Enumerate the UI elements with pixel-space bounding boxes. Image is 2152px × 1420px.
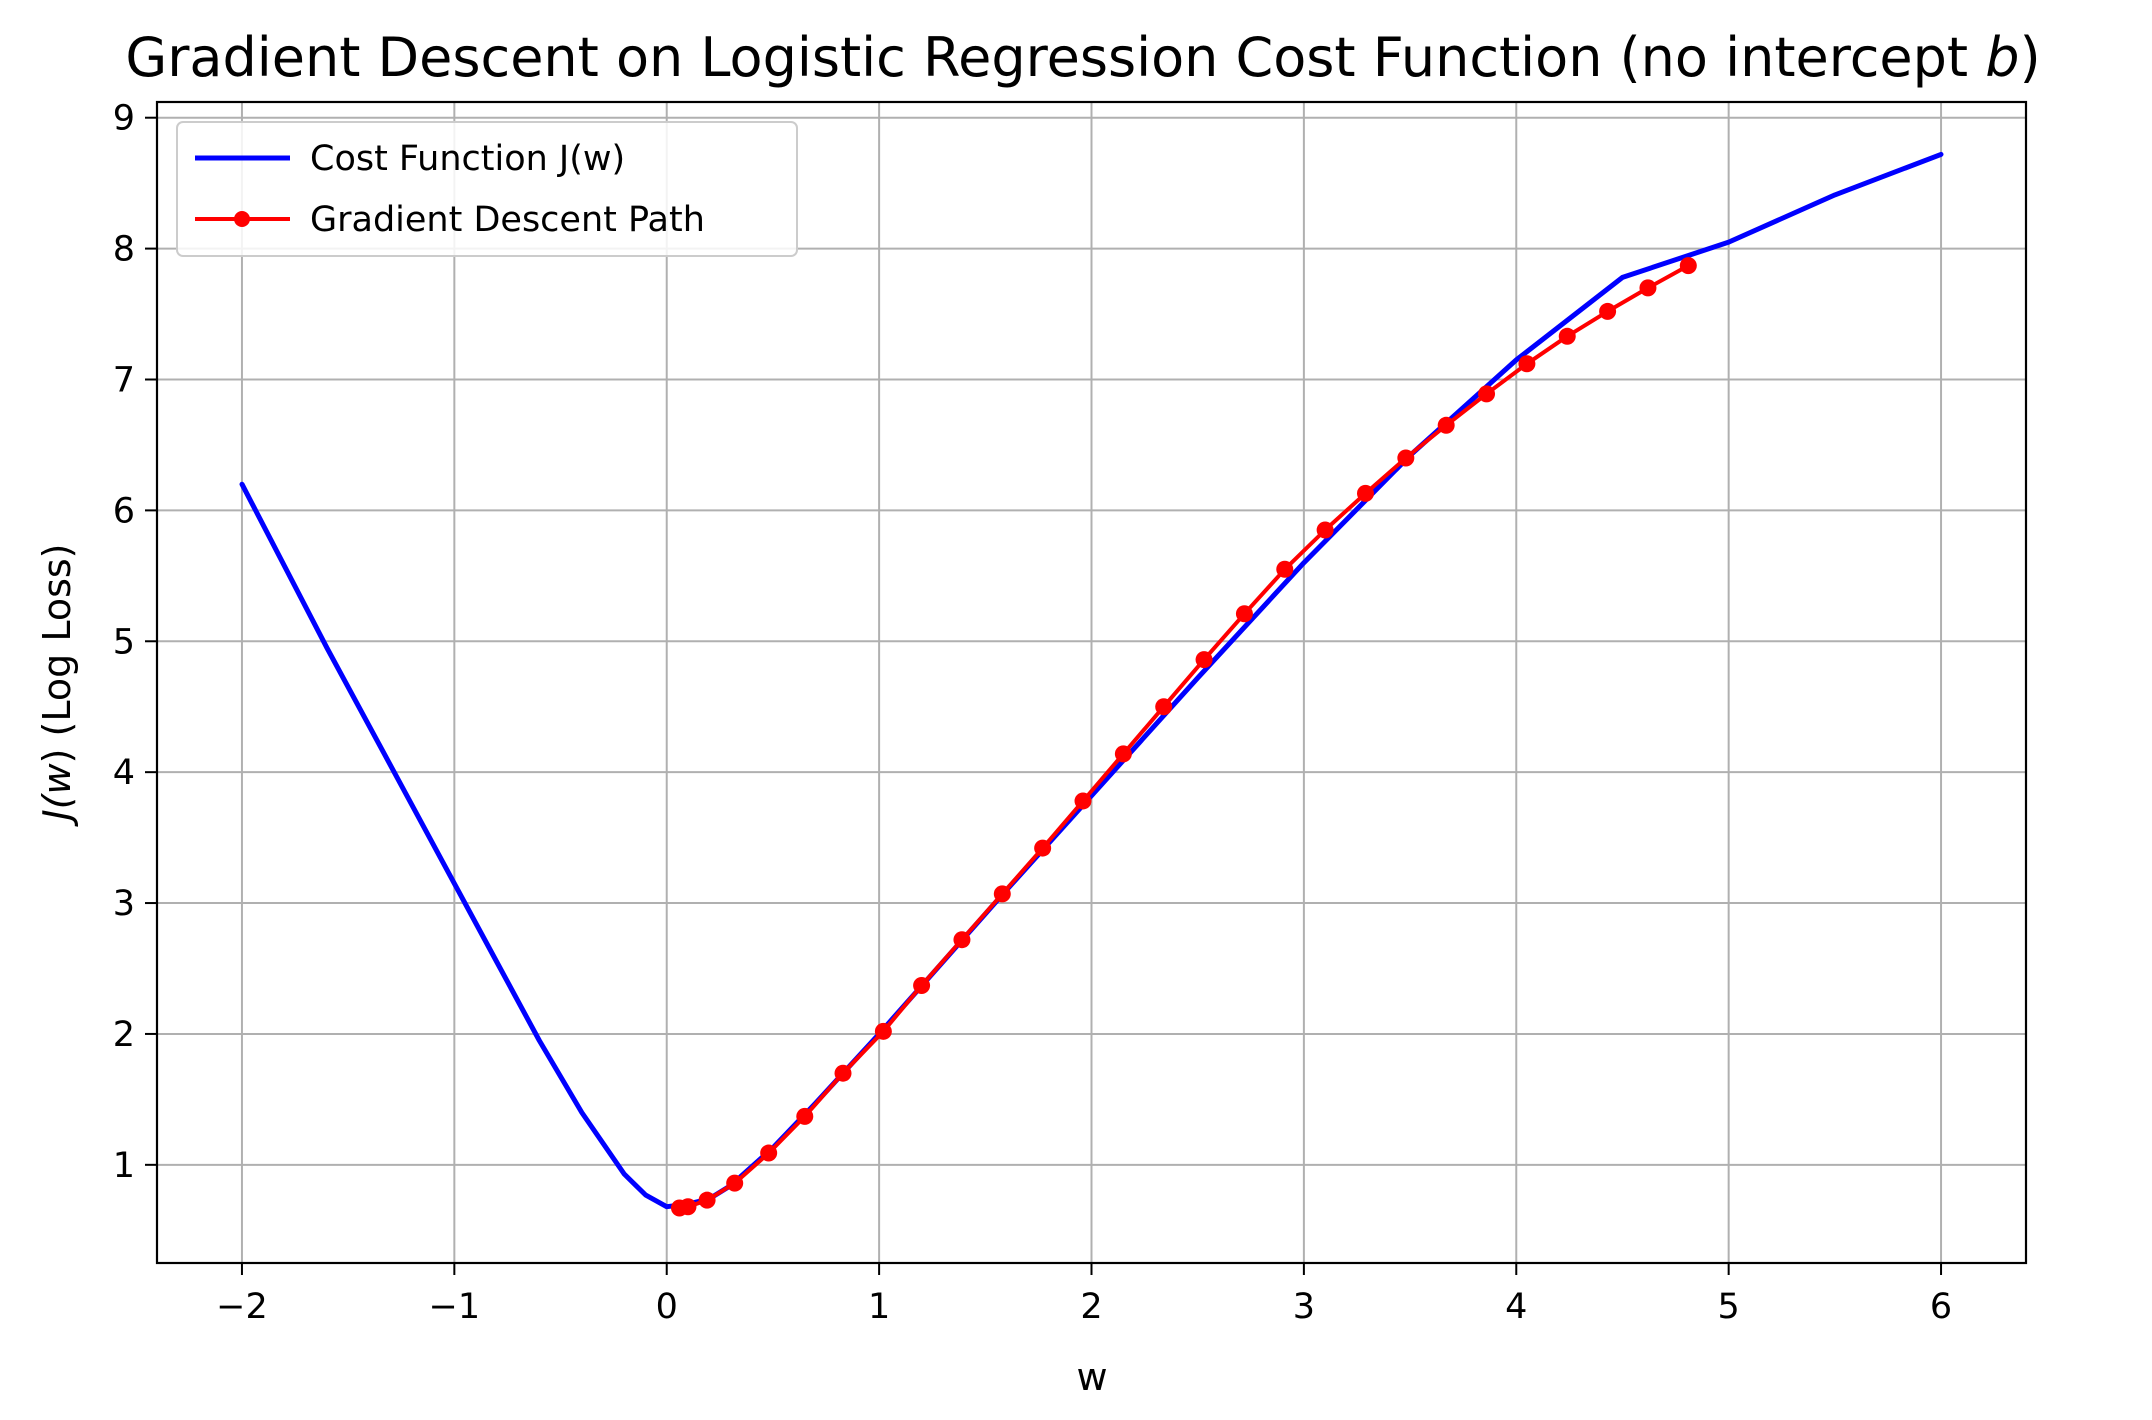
x-tick-label: −1 xyxy=(429,1287,481,1327)
x-tick-label: −2 xyxy=(216,1287,268,1327)
series-layer xyxy=(239,151,1944,1217)
gradient-descent-point xyxy=(1316,521,1334,539)
y-tick-label: 9 xyxy=(113,99,135,139)
gradient-descent-point xyxy=(1074,792,1092,810)
y-tick-label: 4 xyxy=(113,753,135,793)
x-tick-label: 0 xyxy=(656,1287,678,1327)
x-tick-label: 3 xyxy=(1293,1287,1315,1327)
x-tick-label: 6 xyxy=(1930,1287,1952,1327)
y-axis-label-suffix: ) (Log Loss) xyxy=(35,544,79,764)
gradient-descent-point xyxy=(1679,257,1697,275)
gradient-descent-point xyxy=(1034,839,1052,857)
y-tick-label: 8 xyxy=(113,230,135,270)
gradient-descent-point xyxy=(913,977,931,995)
legend-label-cost: Cost Function J(w) xyxy=(310,139,625,179)
gradient-descent-point xyxy=(1155,698,1173,716)
gradient-descent-point xyxy=(1114,745,1132,763)
x-tick-label: 4 xyxy=(1505,1287,1527,1327)
legend-box xyxy=(176,121,798,257)
gradient-descent-point xyxy=(1235,605,1253,623)
gradient-descent-point xyxy=(796,1107,814,1125)
chart-title: Gradient Descent on Logistic Regression … xyxy=(125,26,2040,89)
gradient-descent-point xyxy=(1478,385,1496,403)
chart-title-var: b xyxy=(1985,26,2019,89)
gradient-descent-point xyxy=(1639,279,1657,297)
gradient-descent-point xyxy=(834,1064,852,1082)
y-tick-label: 6 xyxy=(113,491,135,531)
legend: Cost Function J(w) Gradient Descent Path xyxy=(176,121,798,257)
gradient-descent-point xyxy=(1397,449,1415,467)
gradient-descent-point xyxy=(1437,416,1455,434)
gradient-descent-point xyxy=(1276,560,1294,578)
x-tick-label: 2 xyxy=(1080,1287,1102,1327)
y-axis-label-prefix: J( xyxy=(35,792,79,827)
gradient-descent-point xyxy=(874,1022,892,1040)
gradient-descent-point xyxy=(1558,327,1576,345)
y-tick-label: 2 xyxy=(113,1015,135,1055)
gradient-descent-point xyxy=(1356,484,1374,502)
gradient-descent-point xyxy=(1518,355,1536,373)
y-axis-label: J(w) (Log Loss) xyxy=(35,544,79,828)
y-tick-label: 1 xyxy=(113,1146,135,1186)
x-axis-label: w xyxy=(1076,1355,1107,1399)
chart-title-main: Gradient Descent on Logistic Regression … xyxy=(125,26,1985,89)
y-axis-label-var: w xyxy=(35,762,79,794)
legend-marker-path xyxy=(234,211,250,227)
gradient-descent-point xyxy=(698,1191,716,1209)
legend-label-path: Gradient Descent Path xyxy=(310,200,705,240)
tick-layer: −2 −1 0 1 2 3 4 5 6 1 2 3 4 5 6 7 8 9 xyxy=(113,99,1952,1327)
gradient-descent-path-line xyxy=(677,263,1691,1210)
y-tick-label: 3 xyxy=(113,884,135,924)
y-tick-label: 5 xyxy=(113,622,135,662)
gradient-descent-point xyxy=(1599,302,1617,320)
grid xyxy=(157,102,2026,1263)
chart-title-close: ) xyxy=(2020,26,2041,89)
y-tick-label: 7 xyxy=(113,360,135,400)
x-tick-label: 5 xyxy=(1718,1287,1740,1327)
gradient-descent-point xyxy=(670,1199,688,1217)
gradient-descent-point xyxy=(726,1174,744,1192)
gradient-descent-point xyxy=(760,1144,778,1162)
gradient-descent-point xyxy=(953,931,971,949)
gradient-descent-point xyxy=(1195,651,1213,669)
gradient-descent-point xyxy=(993,885,1011,903)
x-tick-label: 1 xyxy=(868,1287,890,1327)
